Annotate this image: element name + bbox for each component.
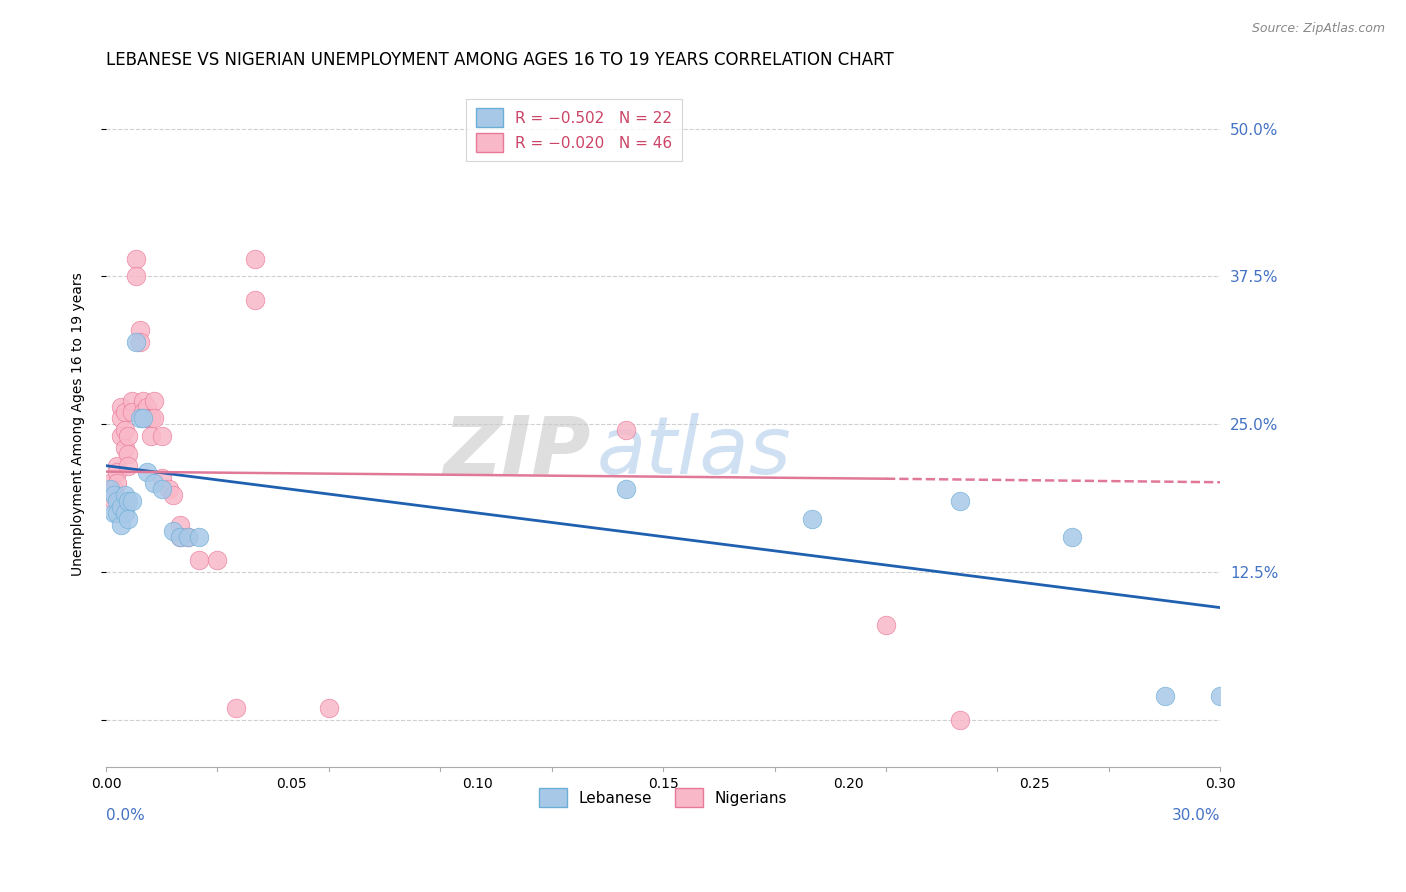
Point [157,483,180,497]
Point [103,494,125,508]
Point [949,494,972,508]
Point [207,553,229,567]
Point [225,701,247,715]
Point [162,488,184,502]
Text: atlas: atlas [596,413,792,491]
Point [243,252,266,266]
Y-axis label: Unemployment Among Ages 16 to 19 years: Unemployment Among Ages 16 to 19 years [72,272,86,576]
Point [121,405,143,419]
Point [143,411,166,425]
Point [103,506,125,520]
Point [136,411,159,425]
Point [150,470,173,484]
Point [143,393,166,408]
Point [110,411,132,425]
Point [105,458,128,473]
Point [139,429,162,443]
Point [103,483,125,497]
Point [114,506,136,520]
Point [110,500,132,514]
Point [1153,690,1175,704]
Point [110,400,132,414]
Point [98,483,121,497]
Text: 0.0%: 0.0% [105,808,145,823]
Point [169,517,191,532]
Point [117,429,139,443]
Point [117,512,139,526]
Point [136,465,159,479]
Point [1060,530,1083,544]
Point [800,512,823,526]
Point [150,483,173,497]
Point [177,530,200,544]
Point [105,506,128,520]
Point [110,517,132,532]
Point [128,334,150,349]
Point [187,530,209,544]
Text: LEBANESE VS NIGERIAN UNEMPLOYMENT AMONG AGES 16 TO 19 YEARS CORRELATION CHART: LEBANESE VS NIGERIAN UNEMPLOYMENT AMONG … [105,51,894,69]
Point [121,393,143,408]
Point [125,252,148,266]
Point [875,618,897,632]
Point [139,411,162,425]
Point [117,458,139,473]
Point [614,423,637,437]
Point [114,423,136,437]
Point [162,524,184,538]
Point [243,293,266,307]
Point [117,494,139,508]
Point [318,701,340,715]
Point [143,476,166,491]
Point [105,476,128,491]
Point [150,429,173,443]
Point [105,494,128,508]
Point [105,465,128,479]
Point [117,447,139,461]
Point [177,530,200,544]
Text: Source: ZipAtlas.com: Source: ZipAtlas.com [1251,22,1385,36]
Point [169,530,191,544]
Point [136,400,159,414]
Point [121,494,143,508]
Point [1209,690,1232,704]
Point [114,441,136,455]
Point [132,405,155,419]
Point [110,429,132,443]
Point [125,334,148,349]
Point [187,553,209,567]
Point [614,483,637,497]
Text: ZIP: ZIP [443,413,591,491]
Point [128,411,150,425]
Point [125,269,148,284]
Legend: Lebanese, Nigerians: Lebanese, Nigerians [531,780,794,814]
Point [949,713,972,727]
Point [132,393,155,408]
Text: 30.0%: 30.0% [1171,808,1220,823]
Point [132,411,155,425]
Point [114,405,136,419]
Point [103,488,125,502]
Point [114,488,136,502]
Point [128,323,150,337]
Point [169,530,191,544]
Point [98,476,121,491]
